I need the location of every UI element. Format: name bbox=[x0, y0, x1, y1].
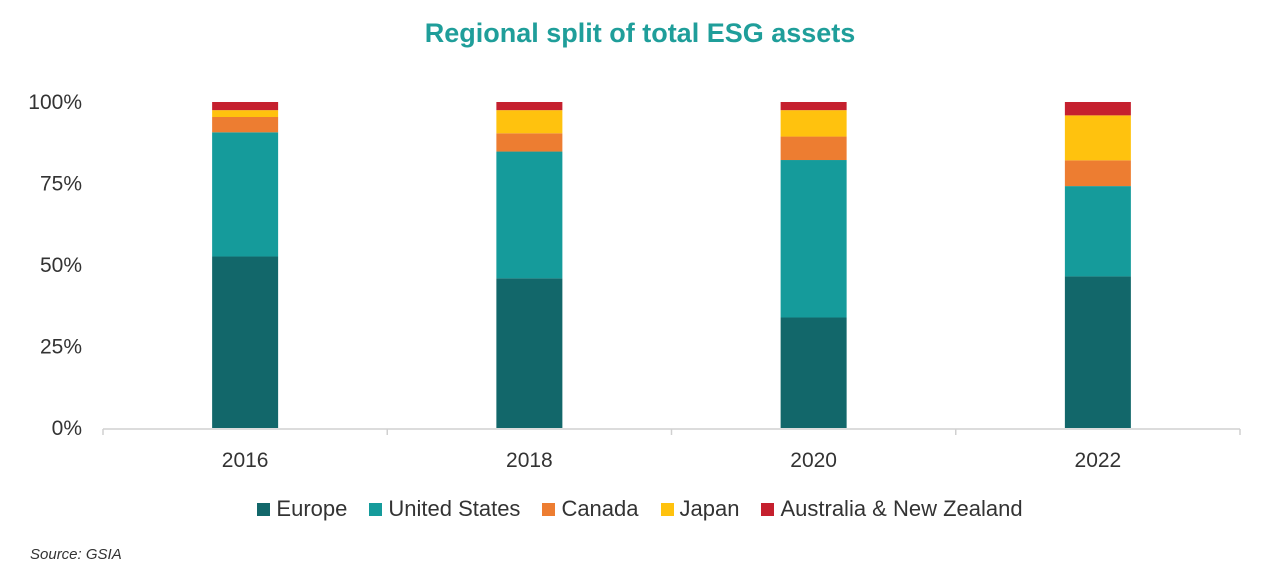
bar-segment-united-states-2016 bbox=[212, 132, 279, 257]
bar-segment-japan-2018 bbox=[496, 110, 563, 134]
bar-segment-united-states-2020 bbox=[780, 160, 847, 318]
legend-swatch bbox=[369, 502, 383, 516]
chart-title: Regional split of total ESG assets bbox=[424, 18, 856, 48]
legend-label: Australia & New Zealand bbox=[780, 496, 1023, 521]
legend-item: United States bbox=[369, 496, 520, 522]
bar-segment-europe-2020 bbox=[780, 317, 847, 428]
legend-label: Canada bbox=[561, 496, 639, 521]
bar-segment-australia-new-zealand-2022 bbox=[1064, 102, 1131, 116]
bar-segment-japan-2016 bbox=[212, 110, 279, 117]
legend-item: Japan bbox=[660, 496, 740, 522]
source-note: Source: GSIA bbox=[30, 546, 122, 563]
bar-segment-japan-2020 bbox=[780, 110, 847, 137]
x-tick-label: 2016 bbox=[222, 449, 269, 472]
x-tick-label: 2018 bbox=[506, 449, 553, 472]
legend-swatch bbox=[257, 502, 271, 516]
y-axis: 0% 25% 50% 75% 100% bbox=[28, 91, 82, 440]
legend-swatch bbox=[660, 502, 674, 516]
legend-swatch bbox=[542, 502, 556, 516]
bar-segment-united-states-2022 bbox=[1064, 186, 1131, 277]
bar-segment-europe-2016 bbox=[212, 256, 279, 428]
y-tick-label: 25% bbox=[40, 336, 82, 359]
x-tick-label: 2022 bbox=[1075, 449, 1122, 472]
bar-segment-canada-2016 bbox=[212, 116, 279, 133]
bar-segment-japan-2022 bbox=[1064, 115, 1131, 161]
bars bbox=[212, 102, 1131, 428]
legend-swatch bbox=[761, 502, 775, 516]
y-tick-label: 50% bbox=[40, 254, 82, 277]
legend-label: United States bbox=[388, 496, 521, 521]
legend-item: Canada bbox=[542, 496, 639, 522]
bar-segment-canada-2022 bbox=[1064, 160, 1131, 187]
bar-segment-canada-2020 bbox=[780, 136, 847, 161]
y-tick-label: 75% bbox=[40, 173, 82, 196]
x-axis: 2016 2018 2020 2022 bbox=[102, 428, 1241, 472]
legend-item: Australia & New Zealand bbox=[761, 496, 1023, 522]
legend-item: Europe bbox=[257, 496, 347, 522]
legend-label: Japan bbox=[679, 496, 740, 521]
bar-segment-united-states-2018 bbox=[496, 151, 563, 279]
bar-segment-europe-2022 bbox=[1064, 276, 1131, 428]
y-tick-label: 100% bbox=[28, 91, 82, 114]
bar-segment-australia-new-zealand-2018 bbox=[496, 102, 563, 111]
x-tick-label: 2020 bbox=[790, 449, 837, 472]
y-tick-label: 0% bbox=[52, 417, 82, 440]
bar-segment-canada-2018 bbox=[496, 133, 563, 152]
bar-segment-europe-2018 bbox=[496, 278, 563, 428]
bar-segment-australia-new-zealand-2016 bbox=[212, 102, 279, 111]
legend-label: Europe bbox=[276, 496, 348, 521]
legend: Europe United States Canada Japan Australia … bbox=[0, 496, 1280, 522]
bar-segment-australia-new-zealand-2020 bbox=[780, 102, 847, 111]
